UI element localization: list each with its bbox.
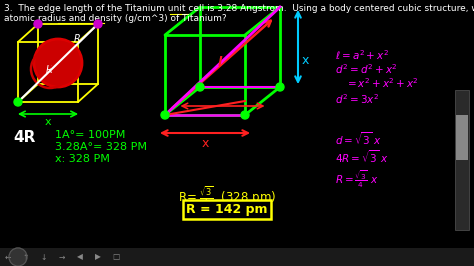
Text: $d^2 = 3x^2$: $d^2 = 3x^2$ [335,92,379,106]
Text: $\ell = a^2 + x^2$: $\ell = a^2 + x^2$ [335,48,389,62]
Bar [0,248,474,266]
Text: ←: ← [5,252,11,261]
Bar [456,115,468,160]
Text: x: x [201,137,209,150]
Text: $R = \frac{\sqrt{3}}{4}\ x$: $R = \frac{\sqrt{3}}{4}\ x$ [335,168,379,190]
Text: ↓: ↓ [41,252,47,261]
Circle shape [196,83,204,91]
Text: $4R = \sqrt{3}\ x$: $4R = \sqrt{3}\ x$ [335,148,389,165]
Text: R: R [46,65,53,75]
Text: □: □ [112,252,119,261]
Text: R = 142 pm: R = 142 pm [186,203,267,216]
Text: $d = \sqrt{3}\ x$: $d = \sqrt{3}\ x$ [335,130,382,147]
Text: 3.  The edge length of the Titanium unit cell is 3.28 Angstrom.  Using a body ce: 3. The edge length of the Titanium unit … [4,4,474,13]
Circle shape [241,111,249,119]
Circle shape [34,39,82,87]
Circle shape [276,83,284,91]
Text: x: 328 PM: x: 328 PM [55,154,110,164]
Circle shape [161,111,169,119]
Text: ↑: ↑ [23,252,29,261]
Circle shape [94,20,102,28]
Text: R= $\frac{\sqrt{3}}{4}$  (328 pm): R= $\frac{\sqrt{3}}{4}$ (328 pm) [178,185,276,209]
Text: $= x^2+x^2+x^2$: $= x^2+x^2+x^2$ [345,76,419,90]
Circle shape [34,20,42,28]
Text: x: x [302,55,310,68]
Bar [455,90,469,230]
Text: atomic radius and density (g/cm^3) of Titanium?: atomic radius and density (g/cm^3) of Ti… [4,14,227,23]
Circle shape [9,248,27,266]
Text: R: R [74,34,81,44]
Text: 3.28A°= 328 PM: 3.28A°= 328 PM [55,142,147,152]
Text: ▶: ▶ [95,252,101,261]
Text: ◀: ◀ [77,252,83,261]
Text: $d^2 = d^2 + x^2$: $d^2 = d^2 + x^2$ [335,62,398,76]
Text: →: → [59,252,65,261]
Text: l: l [218,56,222,69]
Text: x: x [45,117,51,127]
Text: 1A°= 100PM: 1A°= 100PM [55,130,126,140]
Circle shape [14,98,22,106]
Text: 4R: 4R [13,130,36,145]
